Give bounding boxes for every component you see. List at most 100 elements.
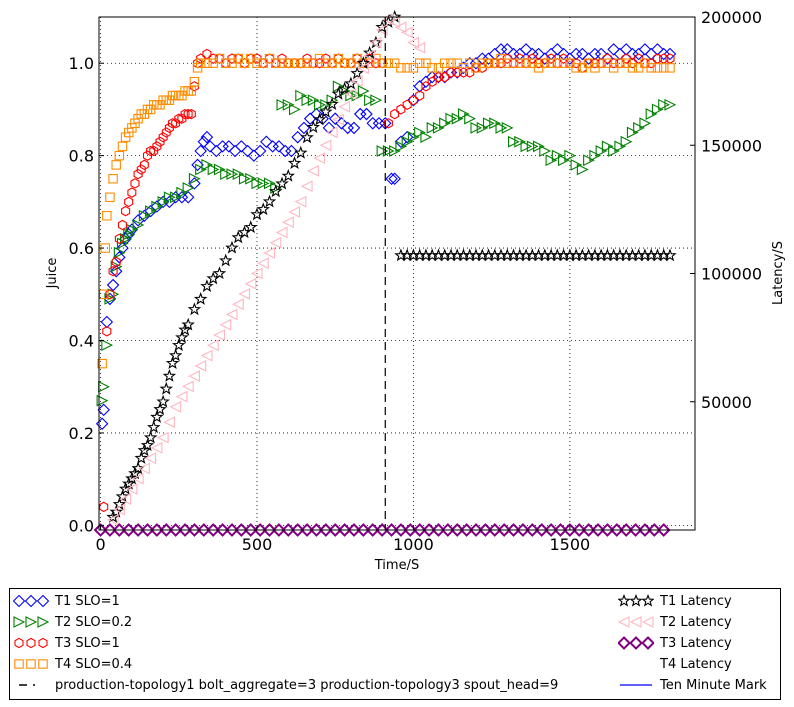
data-point — [526, 140, 539, 153]
data-point — [295, 89, 308, 102]
legend-marker — [618, 636, 654, 650]
data-point — [562, 523, 577, 537]
data-point — [225, 523, 239, 537]
data-point — [558, 58, 569, 68]
data-point — [113, 246, 126, 259]
data-point — [350, 66, 364, 80]
data-point — [181, 190, 195, 204]
legend-marker — [618, 594, 654, 607]
data-point — [120, 232, 132, 245]
data-point — [111, 256, 121, 268]
data-point — [285, 144, 298, 158]
data-point — [591, 523, 605, 537]
data-point — [106, 278, 120, 292]
data-point — [407, 36, 419, 49]
data-point — [257, 257, 269, 270]
data-point — [400, 26, 413, 39]
data-point — [633, 122, 645, 134]
data-point — [646, 63, 656, 73]
data-point — [142, 150, 153, 161]
data-point — [376, 145, 389, 157]
data-point — [247, 149, 261, 162]
data-point — [609, 523, 624, 537]
data-point — [412, 523, 427, 537]
data-point — [534, 523, 549, 537]
data-point — [638, 523, 652, 537]
data-point — [194, 359, 207, 372]
axis-ticks: 0 500 1000 1500 0.0 0.2 0.4 0.6 0.8 1.0 50000 10000… — [69, 8, 763, 554]
data-point — [171, 118, 181, 129]
data-point — [200, 349, 213, 362]
data-point — [302, 53, 312, 64]
data-point — [164, 122, 174, 134]
data-point — [363, 49, 376, 62]
legend-glyph — [629, 616, 642, 628]
data-point — [469, 523, 483, 537]
data-point — [101, 339, 114, 352]
data-point — [251, 177, 264, 190]
data-point — [115, 489, 130, 503]
data-point — [422, 523, 436, 537]
data-point — [396, 63, 406, 73]
data-point — [608, 145, 620, 157]
data-point — [495, 122, 508, 134]
data-point — [332, 113, 344, 126]
legend-item: T4 SLO=0.4 — [13, 654, 132, 674]
data-point — [408, 94, 418, 106]
y-axis-right-label: Latency/S — [771, 241, 786, 305]
legend-item: T4 Latency — [618, 654, 732, 674]
data-point — [465, 67, 475, 78]
legend-label: T2 Latency — [660, 614, 732, 630]
data-point — [619, 523, 634, 537]
legend-glyph — [13, 616, 26, 628]
data-point — [202, 58, 212, 68]
legend-marker — [13, 594, 49, 608]
data-point — [156, 394, 170, 408]
data-point — [532, 47, 545, 61]
data-point — [263, 177, 276, 190]
data-point — [168, 348, 183, 362]
data-point — [300, 130, 314, 144]
data-point — [163, 416, 175, 429]
legend-item: Ten Minute Mark — [618, 675, 767, 695]
data-point — [619, 43, 633, 56]
data-point — [647, 523, 662, 537]
data-point — [639, 117, 652, 130]
data-point — [483, 58, 494, 68]
legend-label: Ten Minute Mark — [660, 677, 767, 693]
data-point — [552, 58, 563, 68]
y-left-tick-label: 0.8 — [69, 147, 94, 166]
data-point — [357, 85, 370, 97]
data-point — [544, 523, 558, 537]
data-point — [553, 523, 568, 537]
data-point — [402, 63, 412, 73]
data-point — [263, 247, 276, 259]
legend: T1 SLO=1 T2 SLO=0.2 T3 SLO=1 T4 SLO=0.4 prod… — [9, 588, 781, 700]
series-t3-latency — [93, 523, 671, 537]
data-point — [645, 108, 658, 120]
data-point — [375, 23, 388, 36]
data-point — [232, 168, 245, 181]
data-point — [366, 117, 380, 130]
data-point — [321, 53, 331, 64]
data-point — [93, 523, 108, 537]
data-point — [174, 113, 184, 124]
legend-glyph — [641, 594, 654, 607]
data-point — [277, 53, 287, 64]
legend-marker — [19, 684, 35, 686]
data-point — [277, 58, 287, 68]
data-point — [476, 122, 489, 134]
legend-item: T1 SLO=1 — [13, 591, 120, 611]
data-point — [414, 126, 426, 139]
data-point — [357, 62, 369, 75]
data-point — [238, 172, 251, 185]
data-point — [170, 191, 182, 204]
data-point — [426, 122, 439, 134]
data-point — [96, 394, 109, 407]
legend-label: T3 Latency — [660, 635, 732, 651]
legend-glyph — [618, 594, 631, 607]
data-point — [201, 159, 214, 171]
data-point — [152, 141, 162, 152]
data-point — [615, 58, 625, 68]
legend-marker — [618, 657, 654, 671]
